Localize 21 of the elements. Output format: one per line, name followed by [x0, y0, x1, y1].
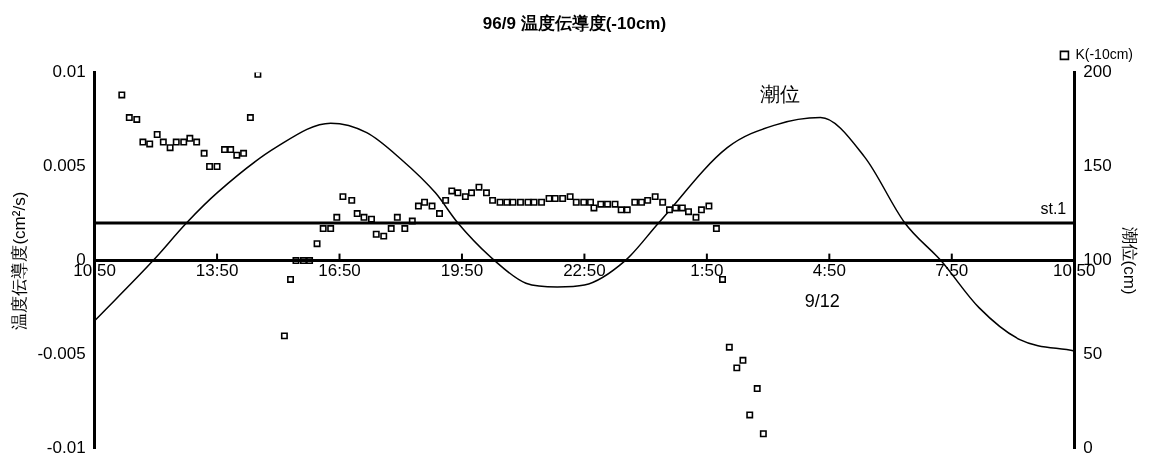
x-tick-label: 19:50 — [440, 261, 484, 281]
y2-axis-title: 潮位(cm) — [1120, 226, 1140, 295]
x-tick-label: 22:50 — [563, 261, 606, 281]
y2-tick-label: 50 — [1083, 344, 1103, 364]
x-tick-label: 16:50 — [318, 261, 361, 281]
legend-label: K(-10cm) — [1075, 46, 1133, 63]
x-tick-label: 1:50 — [690, 261, 724, 281]
x-tick-label: 13:50 — [195, 261, 239, 281]
ref-line-label: st.1 — [1040, 200, 1067, 218]
y-axis-title: 温度伝導度(cm²/s) — [9, 191, 29, 330]
annotation: 9/12 — [804, 290, 840, 311]
y-tick-label: -0.01 — [46, 438, 86, 458]
y-tick-label: 0.005 — [43, 156, 86, 176]
chart-title: 96/9 温度伝導度(-10cm) — [482, 13, 667, 33]
y-tick-label: 0.01 — [52, 62, 86, 82]
y2-tick-label: 150 — [1083, 156, 1112, 176]
y2-tick-label: 200 — [1083, 62, 1112, 82]
series-label: 潮位 — [760, 83, 801, 106]
y2-tick-label: 0 — [1083, 438, 1093, 458]
x-tick-label: 4:50 — [812, 261, 846, 281]
y-tick-label: -0.005 — [37, 344, 86, 364]
